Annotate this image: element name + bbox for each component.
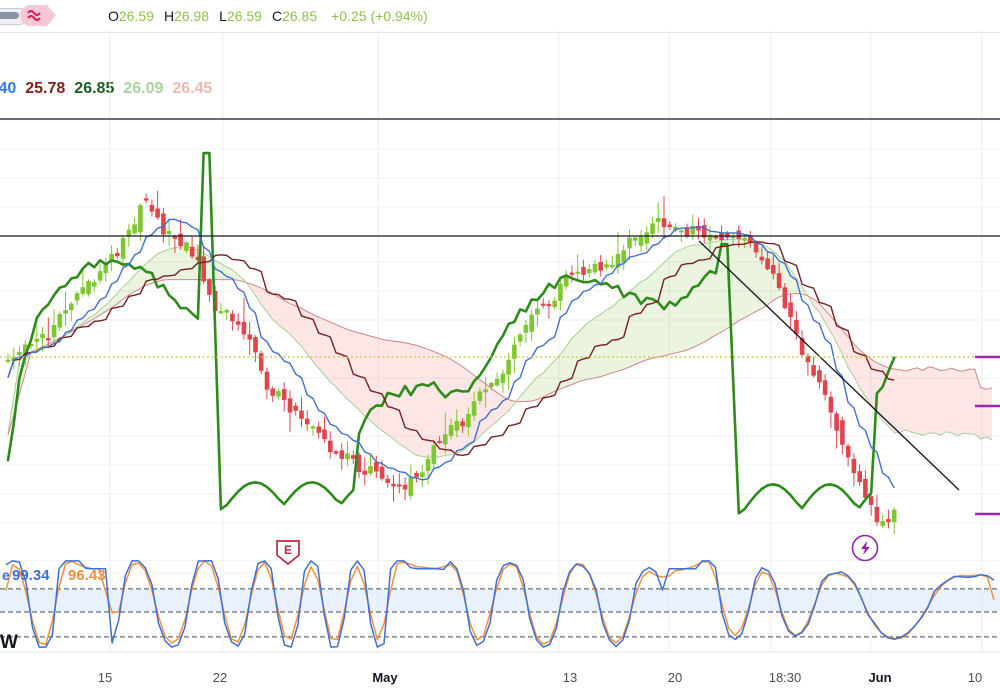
svg-text:13: 13 — [563, 670, 577, 685]
svg-text:99.34: 99.34 — [12, 567, 50, 584]
svg-text:18:30: 18:30 — [769, 670, 802, 685]
svg-text:15: 15 — [98, 670, 112, 685]
svg-text:e: e — [2, 567, 10, 583]
svg-text:E: E — [284, 543, 292, 557]
svg-text:10: 10 — [968, 670, 982, 685]
svg-text:Jun: Jun — [868, 670, 891, 685]
svg-text:96.43: 96.43 — [68, 567, 106, 584]
svg-text:22: 22 — [213, 670, 227, 685]
svg-text:May: May — [372, 670, 398, 685]
svg-text:20: 20 — [668, 670, 682, 685]
svg-text:W: W — [0, 632, 18, 653]
